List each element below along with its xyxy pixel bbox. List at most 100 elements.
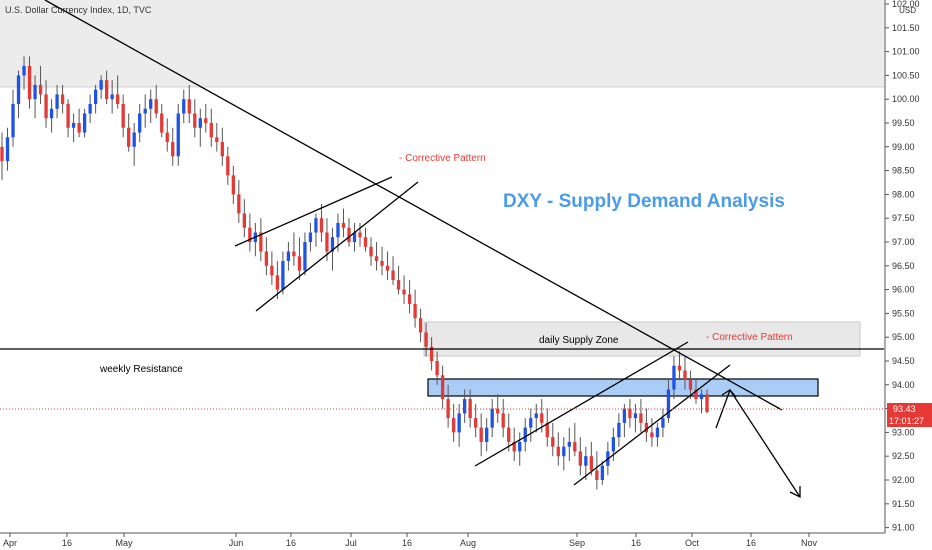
candle-body (165, 132, 169, 143)
candle-body (242, 213, 246, 228)
candle-body (424, 332, 428, 347)
candle-body (132, 132, 136, 147)
y-tick-label: 95.50 (892, 308, 915, 318)
candle-body (82, 113, 87, 133)
candle-body (347, 227, 351, 242)
candle-body (666, 389, 671, 419)
candle-body (33, 84, 37, 100)
candle-body (650, 432, 654, 438)
candle-body (187, 99, 191, 114)
candle-body (600, 465, 605, 480)
countdown-value: 17:01:27 (889, 416, 924, 426)
candle-body (440, 375, 445, 400)
candle-body (22, 65, 26, 76)
candle-body (595, 470, 599, 480)
candle-body (292, 251, 296, 257)
candle-body (380, 261, 384, 266)
candle-body (0, 146, 4, 162)
candle-body (314, 218, 318, 233)
candle-body (93, 89, 98, 104)
daily-supply-zone (423, 321, 861, 357)
candle-body (330, 237, 335, 252)
candle-body (677, 365, 682, 371)
candle-body (143, 108, 147, 114)
chart-title: DXY - Supply Demand Analysis (503, 191, 785, 212)
projection-arrow-path (715, 388, 801, 498)
candle-body (661, 418, 665, 428)
candle-body (540, 413, 544, 423)
candle-body (319, 218, 324, 233)
candle-body (116, 94, 120, 104)
candle-body (11, 103, 15, 138)
candle-body (231, 175, 235, 195)
candle-body (463, 399, 467, 414)
candle-body (71, 123, 76, 128)
candle-body (573, 441, 577, 452)
candle-body (402, 289, 406, 295)
candle-body (518, 441, 522, 452)
last-price-badge (887, 403, 932, 415)
candle-body (507, 427, 511, 442)
candles-group (0, 56, 709, 490)
y-tick-label: 95.00 (892, 332, 915, 342)
y-tick-label: 97.00 (892, 237, 915, 247)
candle-body (534, 413, 538, 419)
candle-body (60, 94, 65, 104)
candle-body (385, 265, 390, 271)
candle-body (490, 408, 494, 428)
candle-body (308, 232, 313, 242)
y-tick-label: 97.50 (892, 213, 915, 223)
candle-body (529, 418, 533, 428)
y-tick-label: 99.00 (892, 142, 915, 152)
y-tick-label: 91.50 (892, 499, 915, 509)
candle-body (683, 370, 687, 381)
candle-body (77, 123, 81, 133)
candle-body (496, 408, 500, 414)
candle-body (457, 413, 461, 433)
candle-body (396, 280, 401, 290)
candle-body (259, 232, 263, 252)
candle-body (104, 80, 109, 100)
candle-body (49, 108, 54, 119)
y-tick-label: 98.50 (892, 166, 915, 176)
candle-body (226, 156, 230, 176)
candle-body (303, 242, 307, 271)
x-tick-label: 16 (286, 538, 296, 548)
demand-blue-zone (427, 378, 819, 397)
y-tick-label: 101.00 (892, 47, 920, 57)
y-tick-label: 92.50 (892, 451, 915, 461)
candle-body (88, 103, 92, 114)
candle-body (556, 446, 560, 457)
candle-body (699, 394, 704, 400)
y-tick-label: 92.00 (892, 475, 915, 485)
candle-body (55, 94, 59, 109)
candle-body (44, 94, 48, 119)
candle-body (468, 399, 472, 419)
candle-body (485, 427, 489, 442)
y-tick-label: 94.50 (892, 356, 915, 366)
candle-body (446, 399, 450, 419)
x-tick-label: Sep (569, 538, 585, 548)
candle-body (154, 99, 158, 114)
candle-body (66, 103, 70, 128)
candle-body (374, 256, 379, 262)
candle-body (611, 437, 616, 452)
currency-label: USD (899, 6, 916, 15)
candle-body (248, 227, 252, 242)
wedge1-upper-line (234, 176, 393, 247)
candle-body (512, 441, 516, 452)
candle-body (418, 318, 423, 333)
candle-body (567, 441, 571, 447)
y-tick-label: 100.50 (892, 70, 920, 80)
candle-body (584, 456, 588, 466)
candle-body (38, 84, 43, 95)
candle-body (325, 232, 329, 252)
x-tick-label: Jun (229, 538, 244, 548)
candle-body (352, 232, 357, 242)
candle-body (286, 251, 291, 262)
countdown-badge (887, 415, 932, 427)
y-tick-label: 93.00 (892, 427, 915, 437)
y-tick-label: 96.50 (892, 261, 915, 271)
y-tick-label: 98.00 (892, 189, 915, 199)
